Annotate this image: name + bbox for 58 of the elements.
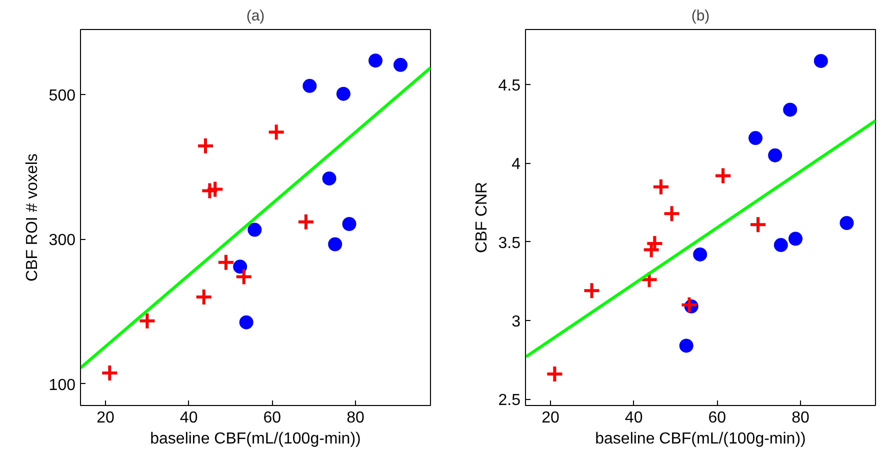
- point: [336, 86, 350, 101]
- point: [239, 315, 254, 330]
- x-tick-label: 80: [346, 410, 364, 426]
- point: [328, 237, 342, 252]
- point: [138, 312, 156, 330]
- point: [783, 102, 798, 117]
- x-tick-label: 60: [708, 410, 726, 426]
- chart-title: (a): [246, 8, 265, 24]
- point: [774, 238, 788, 252]
- point: [749, 216, 767, 234]
- point: [714, 166, 732, 185]
- point: [394, 58, 408, 72]
- y-tick-label: 100: [48, 376, 76, 394]
- x-tick-label: 60: [263, 410, 282, 426]
- point: [368, 54, 382, 68]
- point: [206, 180, 224, 198]
- chart-title: (b): [691, 8, 710, 24]
- x-tick-label: 40: [180, 410, 198, 426]
- point: [693, 247, 708, 262]
- point: [652, 178, 670, 196]
- point: [788, 232, 802, 246]
- point: [582, 282, 601, 300]
- point: [248, 222, 262, 237]
- point: [196, 136, 214, 155]
- y-axis-title: CBF CNR: [473, 182, 490, 254]
- x-axis-title: baseline CBF(mL/(100g-min)): [150, 430, 361, 448]
- y-tick-label: 3.5: [498, 234, 521, 252]
- point: [216, 253, 235, 272]
- point: [322, 171, 336, 186]
- y-tick-label: 3: [512, 314, 521, 331]
- y-tick-label: 300: [48, 232, 76, 250]
- point: [233, 260, 248, 274]
- point: [546, 365, 564, 384]
- y-tick-label: 4: [512, 156, 521, 174]
- point: [662, 204, 681, 223]
- point: [296, 212, 315, 231]
- point: [680, 296, 698, 314]
- point: [768, 148, 782, 162]
- point: [234, 268, 253, 286]
- y-tick-label: 4.5: [498, 78, 521, 95]
- x-tick-label: 40: [624, 410, 643, 426]
- point: [840, 216, 854, 230]
- x-tick-label: 20: [96, 410, 114, 426]
- point: [100, 364, 119, 382]
- x-axis-title: baseline CBF(mL/(100g-min)): [595, 430, 806, 448]
- point: [342, 217, 356, 231]
- point: [679, 338, 694, 353]
- point: [748, 131, 762, 146]
- y-tick-label: 2.5: [498, 392, 521, 410]
- point: [814, 54, 828, 68]
- y-axis-title: CBF ROI # voxels: [24, 153, 41, 282]
- point: [194, 288, 213, 306]
- point: [267, 123, 286, 142]
- x-tick-label: 80: [792, 410, 810, 426]
- x-tick-label: 20: [542, 410, 560, 426]
- point: [302, 78, 317, 93]
- y-tick-label: 500: [48, 88, 76, 105]
- point: [200, 182, 219, 200]
